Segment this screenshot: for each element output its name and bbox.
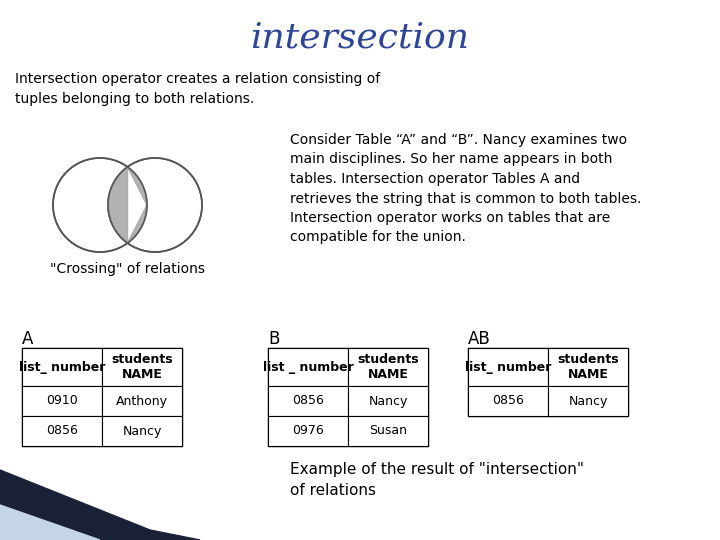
Text: Consider Table “A” and “B”. Nancy examines two
main disciplines. So her name app: Consider Table “A” and “B”. Nancy examin…: [290, 133, 642, 245]
Text: AB: AB: [468, 330, 491, 348]
Text: Intersection operator creates a relation consisting of
tuples belonging to both : Intersection operator creates a relation…: [15, 72, 380, 105]
FancyBboxPatch shape: [102, 416, 182, 446]
Text: Nancy: Nancy: [568, 395, 608, 408]
Text: intersection: intersection: [251, 21, 469, 55]
FancyBboxPatch shape: [548, 348, 628, 386]
Text: list_ number: list_ number: [19, 361, 105, 374]
FancyBboxPatch shape: [268, 416, 348, 446]
Circle shape: [53, 158, 147, 252]
Polygon shape: [108, 167, 147, 243]
Text: Nancy: Nancy: [369, 395, 408, 408]
Text: "Crossing" of relations: "Crossing" of relations: [50, 262, 205, 276]
Circle shape: [108, 158, 202, 252]
FancyBboxPatch shape: [468, 348, 628, 416]
FancyBboxPatch shape: [348, 348, 428, 386]
FancyBboxPatch shape: [348, 416, 428, 446]
Text: 0976: 0976: [292, 424, 324, 437]
Text: Anthony: Anthony: [116, 395, 168, 408]
Text: 0910: 0910: [46, 395, 78, 408]
FancyBboxPatch shape: [102, 348, 182, 386]
FancyBboxPatch shape: [22, 348, 182, 446]
FancyBboxPatch shape: [102, 386, 182, 416]
FancyBboxPatch shape: [268, 348, 348, 386]
Text: Nancy: Nancy: [122, 424, 162, 437]
FancyBboxPatch shape: [22, 348, 102, 386]
Polygon shape: [0, 505, 100, 540]
FancyBboxPatch shape: [468, 348, 548, 386]
Polygon shape: [0, 470, 200, 540]
Text: Example of the result of "intersection"
of relations: Example of the result of "intersection" …: [290, 462, 584, 498]
FancyBboxPatch shape: [548, 386, 628, 416]
Text: students
NAME: students NAME: [111, 353, 173, 381]
FancyBboxPatch shape: [268, 386, 348, 416]
Text: 0856: 0856: [292, 395, 324, 408]
FancyBboxPatch shape: [348, 386, 428, 416]
FancyBboxPatch shape: [268, 348, 428, 446]
Text: B: B: [268, 330, 279, 348]
Text: students
NAME: students NAME: [557, 353, 618, 381]
Text: 0856: 0856: [46, 424, 78, 437]
Text: list _ number: list _ number: [263, 361, 354, 374]
FancyBboxPatch shape: [468, 386, 548, 416]
Text: students
NAME: students NAME: [357, 353, 419, 381]
Text: 0856: 0856: [492, 395, 524, 408]
FancyBboxPatch shape: [22, 416, 102, 446]
Text: list_ number: list_ number: [465, 361, 552, 374]
Text: Susan: Susan: [369, 424, 407, 437]
FancyBboxPatch shape: [22, 386, 102, 416]
Text: A: A: [22, 330, 33, 348]
